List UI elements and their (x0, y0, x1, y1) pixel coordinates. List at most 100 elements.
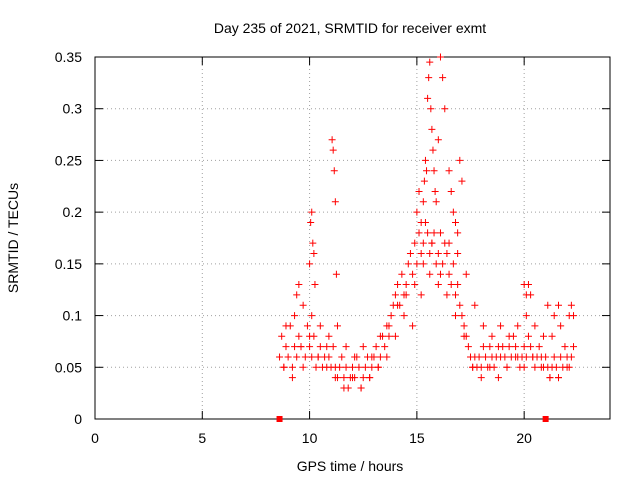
data-point (471, 301, 479, 309)
data-point (417, 291, 425, 299)
data-point (366, 374, 374, 382)
data-point (428, 239, 436, 247)
y-tick-label: 0.15 (55, 256, 82, 272)
data-point (522, 312, 530, 320)
data-point (276, 353, 284, 361)
data-point (376, 353, 384, 361)
data-point (436, 229, 444, 237)
data-point (529, 353, 537, 361)
data-point (400, 312, 408, 320)
data-point (445, 239, 453, 247)
data-point (374, 363, 382, 371)
data-point (336, 363, 344, 371)
data-point (391, 332, 399, 340)
data-point (308, 208, 316, 216)
data-point (555, 301, 562, 309)
data-point (295, 332, 303, 340)
data-point (419, 260, 427, 268)
data-point (524, 332, 532, 340)
y-tick-label: 0.05 (55, 359, 82, 375)
data-point (522, 353, 530, 361)
data-point (552, 363, 560, 371)
data-point (306, 332, 314, 340)
data-point (385, 322, 393, 330)
data-point (411, 281, 419, 289)
data-point (351, 353, 359, 361)
data-point (436, 53, 444, 61)
y-axis-label: SRMTID / TECUs (5, 183, 21, 293)
data-point (527, 343, 535, 351)
data-point (419, 198, 427, 206)
data-point (299, 301, 307, 309)
data-point (333, 322, 341, 330)
data-point (486, 363, 494, 371)
data-point (429, 146, 437, 154)
data-point (309, 239, 317, 247)
data-point (505, 343, 513, 351)
data-point (328, 136, 336, 144)
data-point (449, 208, 457, 216)
data-point (417, 218, 425, 226)
data-point (342, 363, 350, 371)
data-point (425, 74, 433, 82)
data-point (430, 229, 438, 237)
data-point (424, 229, 432, 237)
data-point (329, 343, 337, 351)
data-point (325, 332, 333, 340)
data-point (349, 363, 356, 371)
plot-frame (94, 56, 611, 420)
data-point (464, 343, 472, 351)
data-point (387, 312, 395, 320)
data-point (537, 363, 545, 371)
data-point (409, 270, 417, 278)
data-point (312, 363, 320, 371)
data-point (402, 281, 410, 289)
data-point (295, 281, 303, 289)
data-point (394, 301, 402, 309)
data-point (361, 363, 369, 371)
data-point (482, 353, 490, 361)
data-point (441, 105, 449, 113)
data-point (331, 198, 339, 206)
data-point (372, 343, 380, 351)
y-tick-label: 0.3 (63, 101, 83, 117)
data-point (497, 322, 505, 330)
data-point (501, 353, 509, 361)
data-point (454, 250, 462, 258)
data-point (355, 363, 363, 371)
data-point (505, 332, 513, 340)
data-point (402, 291, 410, 299)
y-tick-label: 0.2 (63, 204, 83, 220)
data-point (567, 353, 575, 361)
data-point (548, 332, 556, 340)
x-axis: 0 5 10 15 20 (91, 57, 532, 446)
data-point (415, 229, 423, 237)
data-point (524, 281, 532, 289)
data-point (282, 322, 290, 330)
data-point (340, 384, 348, 392)
data-point (297, 343, 305, 351)
data-point (383, 353, 391, 361)
data-point (415, 187, 423, 195)
data-point (439, 74, 447, 82)
data-point (570, 343, 578, 351)
data-point (332, 270, 340, 278)
data-point (452, 312, 459, 320)
data-point (280, 363, 288, 371)
data-point (445, 167, 453, 175)
data-point (381, 343, 389, 351)
data-point (299, 363, 307, 371)
y-tick-label: 0.35 (55, 49, 82, 65)
data-point (406, 250, 414, 258)
data-point (557, 353, 565, 361)
data-point (462, 270, 470, 278)
data-point (308, 312, 316, 320)
data-point (475, 353, 483, 361)
data-point (306, 343, 314, 351)
data-points (276, 53, 578, 392)
data-point (427, 105, 435, 113)
data-point (426, 250, 434, 258)
x-tick-label: 15 (409, 430, 425, 446)
data-point (456, 156, 464, 164)
data-point (452, 291, 459, 299)
